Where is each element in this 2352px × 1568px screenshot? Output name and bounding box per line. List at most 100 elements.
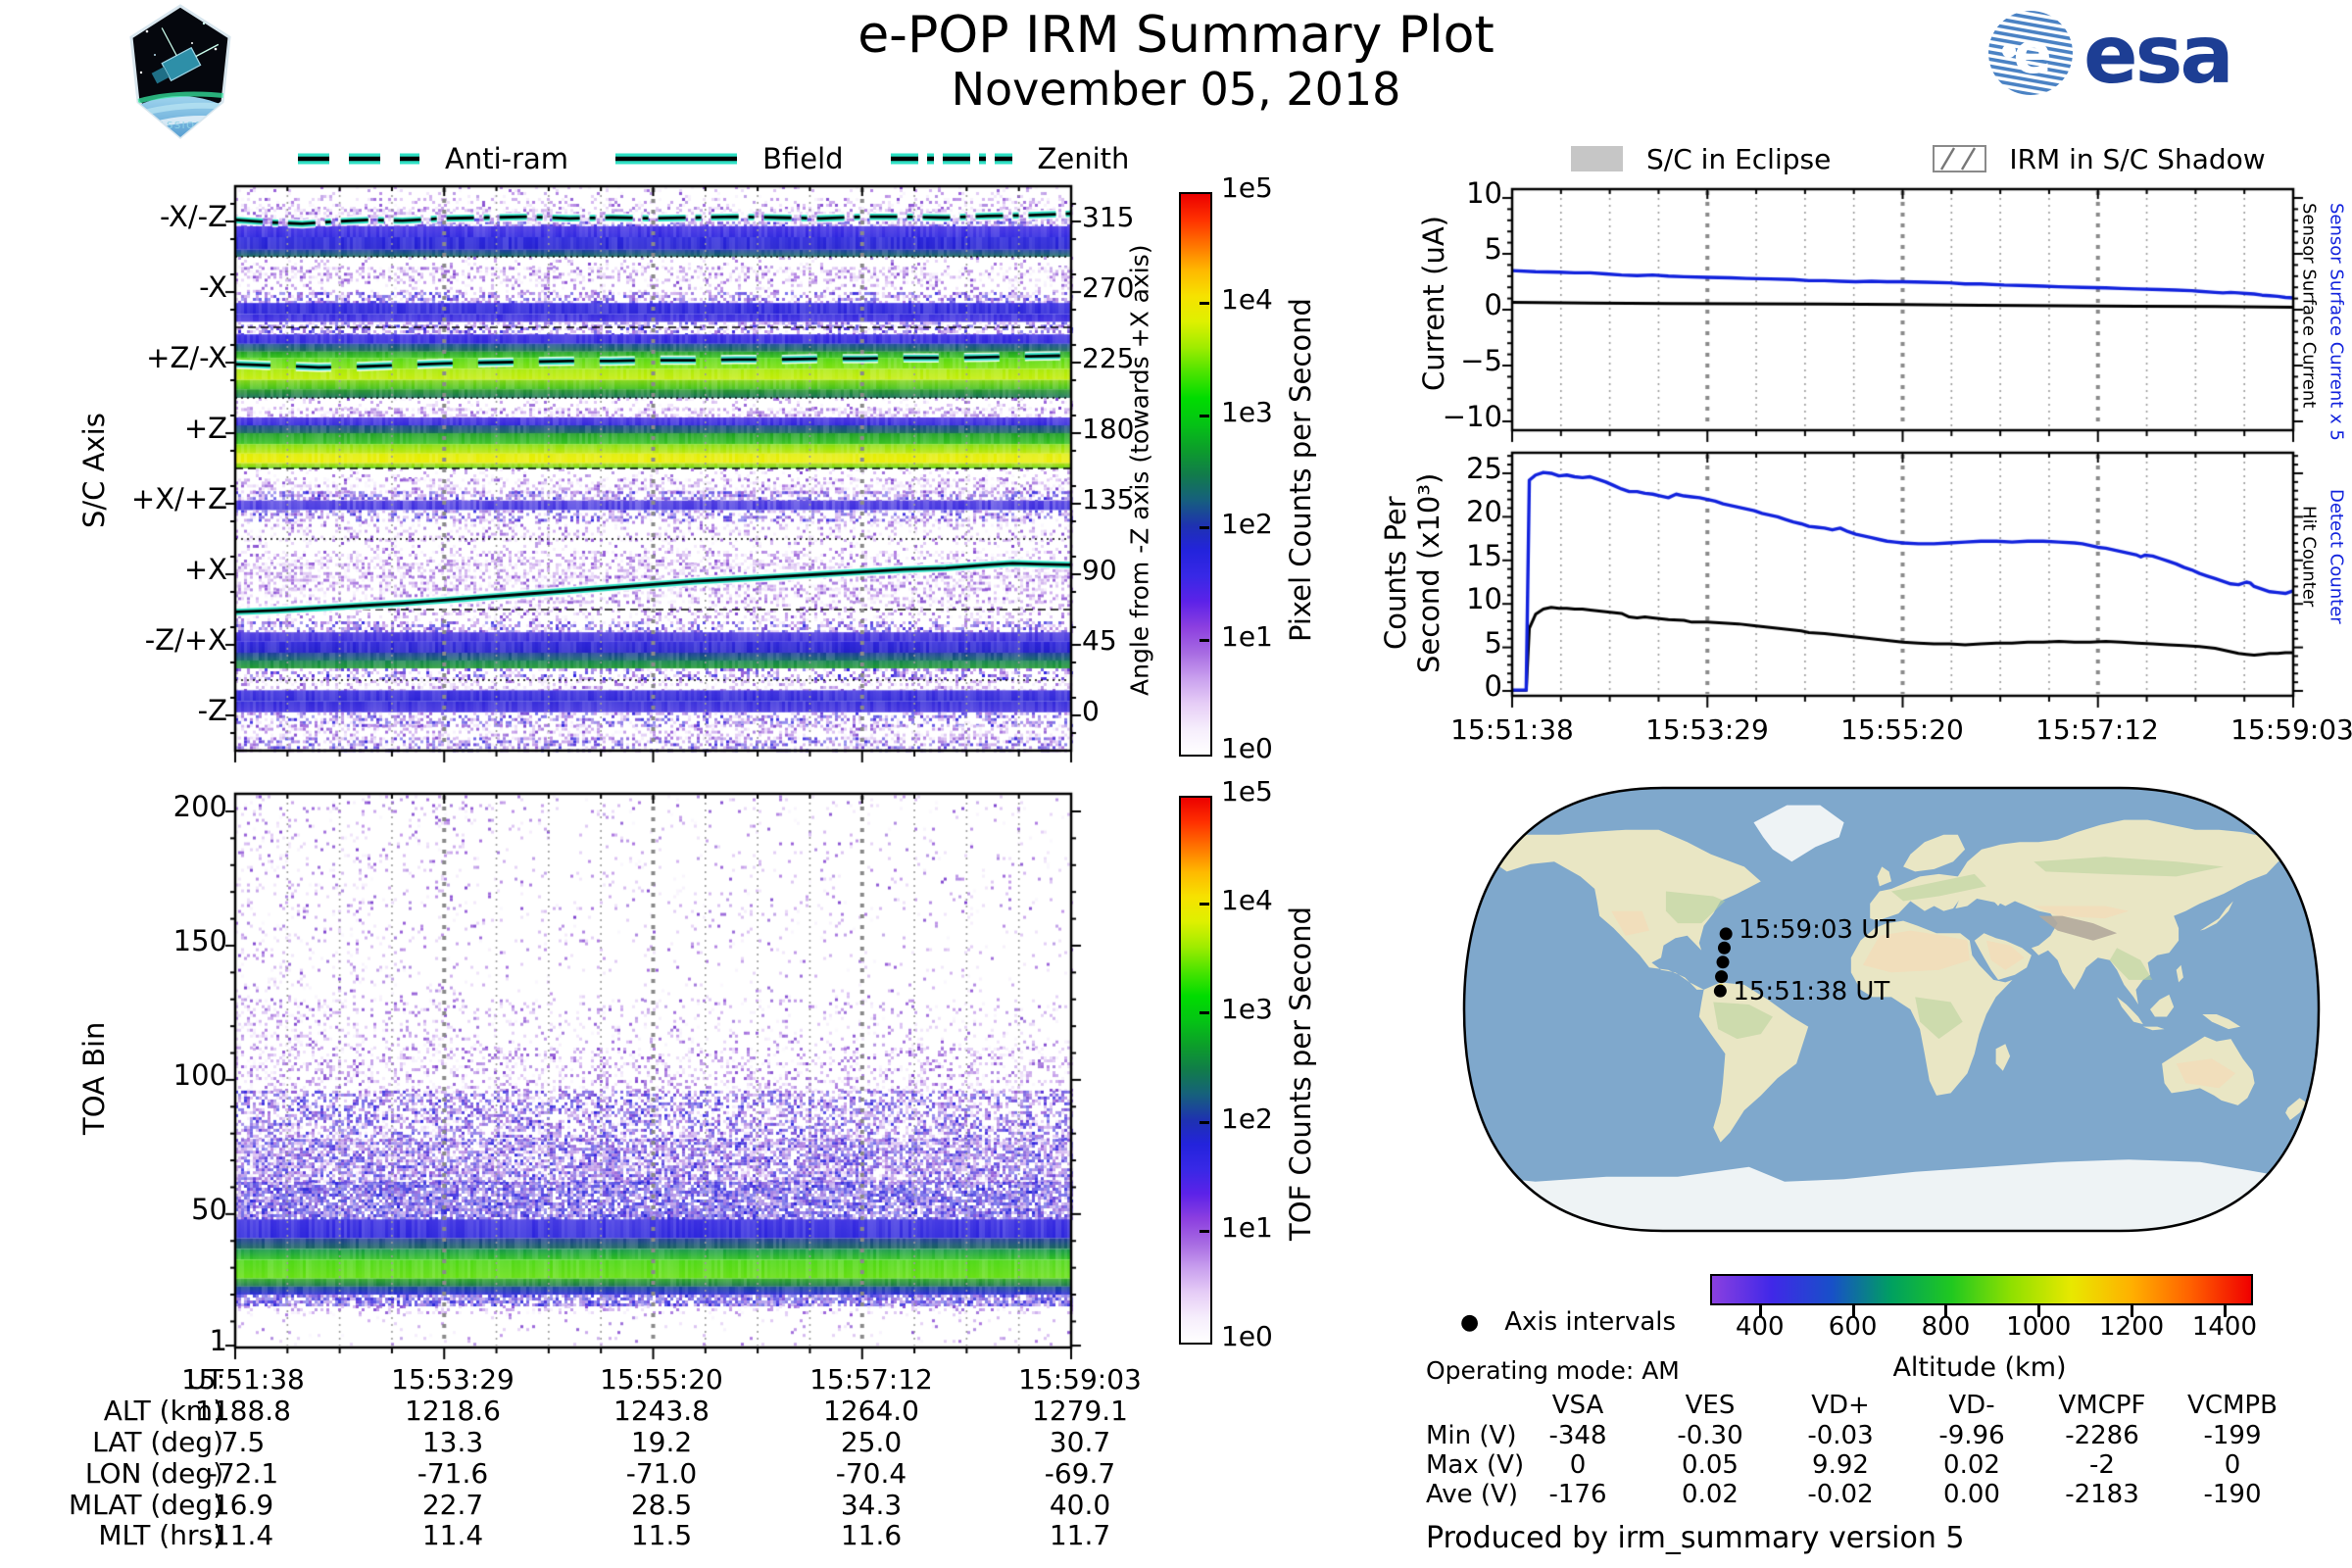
spec1-axis-label--X: -X — [199, 270, 227, 305]
ephem-cell-3-4: -69.7 — [1044, 1457, 1116, 1490]
volt-cell-0-3: -9.96 — [1938, 1420, 2005, 1450]
spec1-axis-label-+X: +X — [183, 553, 227, 587]
cbar1-tick-1e5: 1e5 — [1221, 172, 1273, 204]
legend-label-shadow: IRM in S/C Shadow — [2009, 142, 2266, 175]
cbar1-tick-1e0: 1e0 — [1221, 732, 1273, 764]
volt-col-VCMPB: VCMPB — [2187, 1390, 2278, 1420]
cbar2-tick-1e5: 1e5 — [1221, 775, 1273, 808]
spec1-axis-label--Z: -Z — [197, 694, 227, 728]
ephem-cell-5-2: 11.5 — [630, 1519, 693, 1551]
anti-ram-dashed-line-icon — [298, 153, 419, 165]
legend-item-shadow: IRM in S/C Shadow — [1933, 142, 2266, 175]
satellite-track: 15:59:03 UT 15:51:38 UT — [1713, 915, 1895, 1006]
cbar1-tickmark — [1200, 302, 1209, 306]
cbar2-tick-1e4: 1e4 — [1221, 884, 1273, 917]
altbar-tick-400: 400 — [1735, 1311, 1785, 1342]
ephem-cell-2-2: 19.2 — [630, 1426, 693, 1458]
ephem-cell-4-4: 40.0 — [1049, 1489, 1111, 1521]
altbar-tick-1400: 1400 — [2191, 1311, 2257, 1342]
tof-counts-colorbar-label: TOF Counts per Second — [1284, 906, 1317, 1241]
right-time-tick-2: 15:55:20 — [1840, 713, 1964, 746]
volt-cell-1-4: -2 — [2089, 1449, 2115, 1480]
volt-row-label-0: Min (V) — [1426, 1420, 1517, 1450]
bfield-solid-line-icon — [615, 153, 738, 165]
spec1-axis-label--Z/+X: -Z/+X — [144, 623, 227, 658]
hatched-swatch-icon — [1933, 145, 1987, 172]
cbar2-tick-1e0: 1e0 — [1221, 1320, 1273, 1352]
esa-wordmark: esa — [2083, 9, 2230, 98]
cbar2-tick-1e3: 1e3 — [1221, 993, 1273, 1026]
volt-cell-0-4: -2286 — [2065, 1420, 2139, 1450]
ephem-row-label-1: ALT (km) — [103, 1395, 223, 1427]
cbar2-tickmark — [1200, 1011, 1209, 1015]
altbar-tickmark-1200 — [2131, 1303, 2134, 1317]
altitude-colorbar — [1710, 1274, 2253, 1305]
ephem-cell-4-1: 22.7 — [421, 1489, 484, 1521]
ephem-cell-1-2: 1243.8 — [613, 1395, 710, 1427]
axis-interval-dot-icon: ● — [1460, 1309, 1480, 1335]
legend-item-eclipse: S/C in Eclipse — [1570, 143, 1831, 175]
cbar2-tickmark — [1200, 1229, 1209, 1233]
counts-ytick-0: 25 — [1466, 452, 1502, 486]
world-map: 15:59:03 UT 15:51:38 UT — [1460, 784, 2323, 1235]
map-continents — [1464, 805, 2319, 1231]
volt-cell-2-5: -190 — [2203, 1479, 2262, 1509]
current-ytick-1: 5 — [1484, 232, 1502, 267]
right-time-tick-4: 15:59:03 — [2230, 713, 2352, 746]
altbar-tick-800: 800 — [1921, 1311, 1971, 1342]
ephem-cell-1-3: 1264.0 — [823, 1395, 919, 1427]
spec1-angle-tick-135: 135 — [1082, 483, 1135, 515]
cbar1-tick-1e2: 1e2 — [1221, 508, 1273, 541]
spec2-tick-1: 1 — [209, 1324, 227, 1358]
legend-item-bfield: Bfield — [612, 142, 844, 175]
altbar-tick-1000: 1000 — [2006, 1311, 2072, 1342]
eclipse-shadow-legend: S/C in Eclipse IRM in S/C Shadow — [1570, 141, 2309, 176]
pixel-counts-colorbar-label: Pixel Counts per Second — [1284, 298, 1317, 643]
world-map-svg: 15:59:03 UT 15:51:38 UT — [1462, 786, 2321, 1233]
produced-by-text: Produced by irm_summary version 5 — [1426, 1521, 1965, 1555]
legend-item-anti-ram: Anti-ram — [294, 142, 568, 175]
volt-col-VD-: VD- — [1948, 1390, 1995, 1420]
axis-intervals-label: Axis intervals — [1504, 1307, 1677, 1337]
eclipse-swatch-icon — [1571, 146, 1623, 172]
svg-text:e: e — [2013, 20, 2051, 86]
volt-cell-1-5: 0 — [2224, 1449, 2241, 1480]
spec1-angle-tick-0: 0 — [1082, 695, 1100, 727]
ephem-cell-2-4: 30.7 — [1049, 1426, 1111, 1458]
track-dot-4 — [1719, 927, 1733, 941]
spec2-tick-150: 150 — [172, 924, 227, 958]
volt-cell-2-1: 0.02 — [1682, 1479, 1739, 1509]
spec2-ylabel: TOA Bin — [77, 1021, 111, 1135]
volt-cell-2-2: -0.02 — [1807, 1479, 1874, 1509]
spec2-tick-50: 50 — [191, 1193, 227, 1227]
volt-row-label-2: Ave (V) — [1426, 1479, 1518, 1509]
altbar-tickmark-400 — [1758, 1303, 1762, 1317]
right-time-tick-0: 15:51:38 — [1450, 713, 1574, 746]
volt-cell-0-1: -0.30 — [1677, 1420, 1743, 1450]
altbar-tick-600: 600 — [1828, 1311, 1878, 1342]
detect-counter-label: Detect Counter — [2326, 489, 2347, 624]
spec1-axis-label-+X/+Z: +X/+Z — [130, 482, 227, 516]
page-title: e-POP IRM Summary Plot — [858, 6, 1494, 65]
cbar2-tickmark — [1200, 903, 1209, 906]
ephem-row-label-5: MLT (hrs) — [98, 1519, 223, 1551]
volt-cell-0-0: -348 — [1548, 1420, 1607, 1450]
page-date: November 05, 2018 — [951, 63, 1401, 116]
counts-line-chart — [1498, 439, 2307, 710]
counts-ytick-4: 5 — [1484, 626, 1502, 661]
ephem-cell-4-2: 28.5 — [630, 1489, 693, 1521]
altbar-tickmark-600 — [1851, 1303, 1855, 1317]
volt-row-label-1: Max (V) — [1426, 1449, 1525, 1480]
esa-logo-graphic: e esa — [1988, 9, 2234, 102]
legend-label-bfield: Bfield — [762, 142, 844, 175]
volt-col-VSA: VSA — [1551, 1390, 1604, 1420]
right-time-tick-1: 15:53:29 — [1645, 713, 1769, 746]
ephem-cell-5-3: 11.6 — [840, 1519, 903, 1551]
hit-counter-label: Hit Counter — [2298, 506, 2320, 608]
spec2-tick-100: 100 — [172, 1058, 227, 1093]
cbar1-tick-1e1: 1e1 — [1221, 619, 1273, 653]
volt-cell-0-5: -199 — [2203, 1420, 2262, 1450]
spec2-tick-200: 200 — [172, 790, 227, 824]
spec1-axis-label-+Z/-X: +Z/-X — [146, 341, 227, 375]
